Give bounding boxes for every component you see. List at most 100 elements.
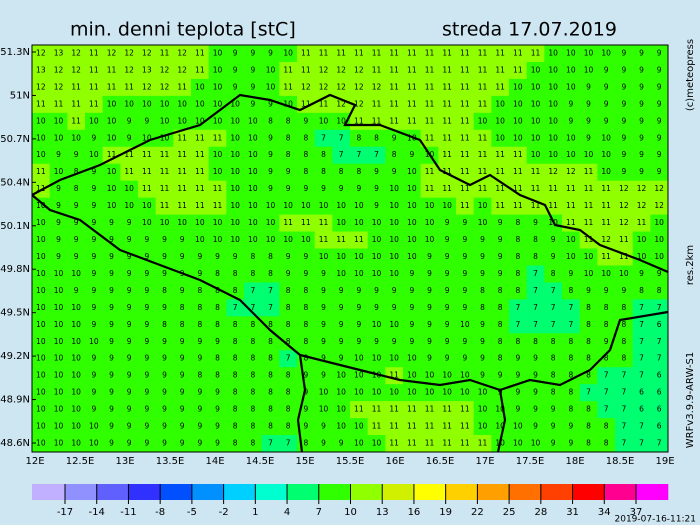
cell-value: 8	[568, 337, 573, 346]
grid-cell	[138, 146, 156, 165]
grid-cell	[615, 435, 633, 453]
grid-cell	[85, 435, 103, 453]
cell-value: 11	[495, 65, 505, 74]
grid-cell	[85, 265, 103, 283]
grid-cell	[332, 197, 351, 215]
grid-cell	[49, 384, 68, 402]
grid-cell	[403, 163, 421, 181]
cell-value: 10	[601, 48, 611, 57]
cell-value: 10	[389, 218, 399, 227]
cell-value: 9	[180, 388, 185, 397]
grid-cell	[367, 401, 386, 419]
cell-value: 9	[321, 320, 326, 329]
cell-value: 6	[657, 405, 662, 414]
cell-value: 12	[372, 82, 382, 91]
cell-value: 11	[637, 218, 647, 227]
cell-value: 9	[409, 150, 414, 159]
cell-value: 9	[621, 65, 626, 74]
cell-value: 9	[657, 65, 662, 74]
cell-value: 8	[551, 371, 556, 380]
grid-cell	[244, 112, 262, 131]
grid-cell	[155, 299, 174, 317]
grid-cell	[85, 367, 103, 385]
cell-value: 11	[354, 48, 364, 57]
cell-value: 9	[215, 405, 220, 414]
cell-value: 8	[498, 286, 503, 295]
grid-cell	[420, 180, 439, 198]
cell-value: 7	[233, 303, 238, 312]
cell-value: 11	[460, 116, 470, 125]
grid-cell	[420, 333, 439, 351]
grid-cell	[261, 384, 280, 402]
cell-value: 8	[604, 303, 609, 312]
grid-cell	[226, 248, 245, 266]
grid-cell	[509, 435, 527, 453]
cell-value: 12	[637, 201, 647, 210]
cell-value: 10	[160, 133, 170, 142]
cell-value: 9	[621, 99, 626, 108]
grid-cell	[385, 180, 404, 198]
grid-cell	[509, 231, 527, 249]
grid-cell	[615, 163, 633, 181]
grid-cell	[244, 401, 262, 419]
cell-value: 8	[639, 286, 644, 295]
lat-label: 49.2N	[0, 351, 30, 362]
cell-value: 11	[372, 116, 382, 125]
grid-cell	[579, 418, 598, 436]
cell-value: 13	[142, 65, 152, 74]
grid-cell	[173, 112, 192, 131]
grid-cell	[155, 265, 174, 283]
cell-value: 11	[513, 48, 523, 57]
grid-cell	[403, 418, 421, 436]
cell-value: 10	[389, 235, 399, 244]
cell-value: 10	[54, 286, 64, 295]
grid-cell	[120, 401, 139, 419]
cell-value: 11	[425, 439, 435, 448]
cell-value: 11	[513, 201, 523, 210]
cell-value: 12	[36, 82, 46, 91]
cell-value: 10	[107, 116, 117, 125]
grid-cell	[456, 146, 474, 165]
cell-value: 10	[213, 99, 223, 108]
cell-value: 8	[233, 388, 238, 397]
grid-cell	[403, 45, 421, 63]
grid-cell	[49, 78, 68, 97]
cell-value: 10	[230, 167, 240, 176]
cell-value: 9	[127, 388, 132, 397]
cell-value: 9	[551, 439, 556, 448]
grid-cell	[509, 316, 527, 334]
cell-value: 8	[233, 405, 238, 414]
grid-cell	[102, 384, 121, 402]
grid-cell	[191, 401, 209, 419]
cell-value: 11	[531, 167, 541, 176]
grid-cell	[49, 146, 68, 165]
cell-value: 9	[109, 388, 114, 397]
grid-cell	[173, 299, 192, 317]
cell-value: 9	[303, 269, 308, 278]
grid-cell	[420, 78, 439, 97]
cell-value: 8	[480, 303, 485, 312]
grid-cell	[208, 299, 227, 317]
grid-cell	[244, 163, 262, 181]
grid-cell	[509, 384, 527, 402]
cell-value: 7	[551, 320, 556, 329]
grid-cell	[509, 112, 527, 131]
cell-value: 11	[478, 167, 488, 176]
cell-value: 9	[480, 252, 485, 261]
cell-value: 9	[356, 184, 361, 193]
cell-value: 11	[160, 201, 170, 210]
grid-cell	[155, 248, 174, 266]
cell-value: 8	[233, 439, 238, 448]
grid-cell	[261, 45, 280, 63]
cell-value: 11	[548, 201, 558, 210]
grid-cell	[650, 418, 669, 436]
grid-cell	[579, 129, 598, 148]
grid-cell	[350, 384, 368, 402]
grid-cell	[155, 401, 174, 419]
grid-cell	[544, 333, 563, 351]
grid-cell	[544, 95, 563, 114]
grid-cell	[297, 248, 315, 266]
cell-value: 8	[303, 286, 308, 295]
colorbar-segment	[509, 484, 542, 500]
grid-cell	[138, 45, 156, 63]
